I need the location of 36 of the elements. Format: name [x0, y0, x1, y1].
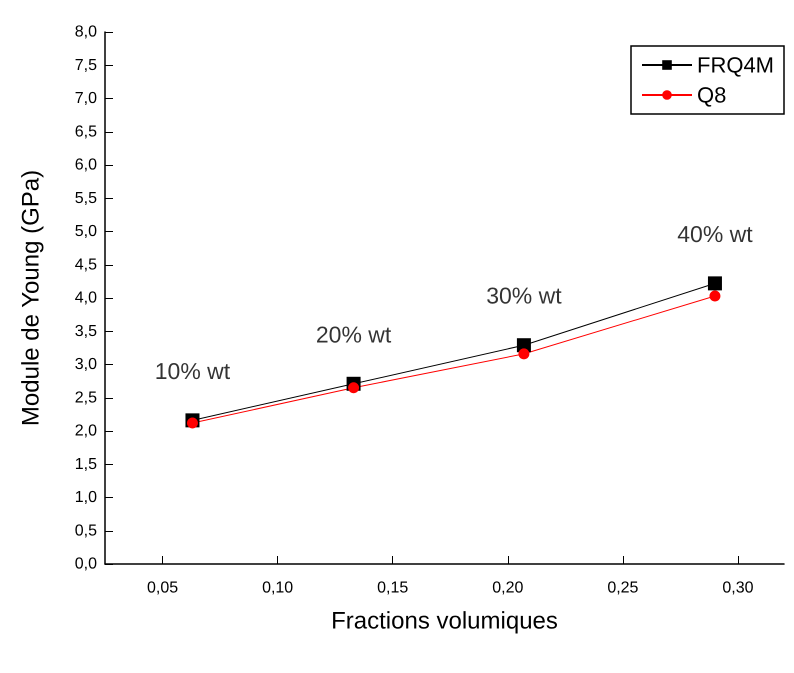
annotation: 30% wt [486, 282, 562, 309]
y-tick-label: 0,5 [74, 522, 98, 540]
y-tick-label: 8,0 [74, 24, 98, 40]
y-tick-label: 4,5 [74, 256, 98, 274]
x-tick-label: 0,20 [492, 580, 524, 596]
y-tick-label: 6,5 [74, 123, 98, 140]
annotation: 10% wt [154, 358, 231, 384]
legend-label: FRQ4M [697, 52, 774, 78]
y-tick-label: 7,0 [74, 90, 98, 107]
y-tick-label: 7,5 [74, 56, 98, 74]
y-tick-label: 2,0 [74, 422, 98, 440]
x-tick-label: 0,25 [607, 580, 639, 596]
x-tick-label: 0,15 [377, 580, 408, 596]
y-tick-label: 1,5 [74, 456, 98, 473]
annotation: 40% wt [677, 220, 754, 247]
y-tick-label: 3,5 [74, 322, 98, 340]
y-tick-label: 5,5 [74, 190, 98, 207]
legend-label: Q8 [697, 82, 726, 108]
x-axis-title: Fractions volumiques [331, 608, 558, 634]
x-tick-label: 0,30 [722, 580, 754, 596]
point [518, 348, 530, 360]
y-tick-label: 4,0 [74, 290, 98, 306]
x-tick-label: 0,10 [262, 580, 294, 596]
x-tick-label: 0,05 [146, 580, 178, 596]
point [348, 382, 360, 394]
point [708, 276, 722, 290]
point [709, 290, 720, 302]
annotation: 20% wt [316, 321, 392, 348]
y-tick-label: 5,0 [74, 223, 98, 240]
y-tick-label: 3,0 [74, 356, 98, 373]
y-tick-label: 6,0 [74, 156, 98, 174]
point [186, 418, 198, 429]
y-tick-label: 2,5 [74, 389, 98, 406]
y-tick-label: 0,0 [74, 556, 98, 572]
y-axis-title: Module de Young (GPa) [18, 170, 44, 426]
y-tick-label: 1,0 [74, 489, 98, 506]
